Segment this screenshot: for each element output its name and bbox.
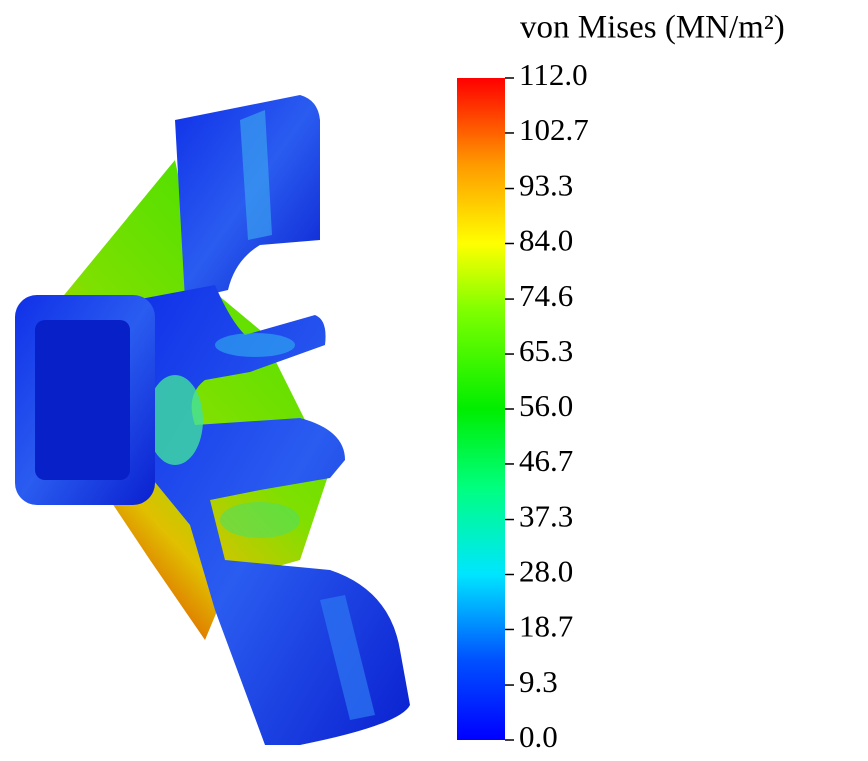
left-box-inner (35, 320, 130, 480)
stress-highlight (220, 502, 300, 538)
stress-highlight (215, 333, 295, 357)
tick-label: 0.0 (519, 719, 558, 754)
colorbar-title: von Mises (MN/m²) (520, 10, 785, 46)
tick-label: 28.0 (519, 554, 573, 589)
tick-label: 74.6 (519, 278, 573, 313)
tick-label: 18.7 (519, 609, 573, 644)
tick-label: 93.3 (519, 168, 573, 203)
figure: von Mises (MN/m²) 0.0 9.3 18.7 28.0 37.3 46.7… (0, 0, 868, 761)
tick-label: 84.0 (519, 223, 573, 258)
tick-label: 46.7 (519, 443, 573, 478)
fea-model (15, 95, 410, 745)
tick-label: 102.7 (519, 112, 589, 147)
tick-label: 56.0 (519, 388, 573, 423)
tick-label: 112.0 (519, 57, 588, 92)
tick-label: 37.3 (519, 499, 573, 534)
colorbar (457, 78, 505, 740)
stress-highlight (147, 375, 203, 465)
tick-label: 9.3 (519, 664, 558, 699)
tick-label: 65.3 (519, 333, 573, 368)
